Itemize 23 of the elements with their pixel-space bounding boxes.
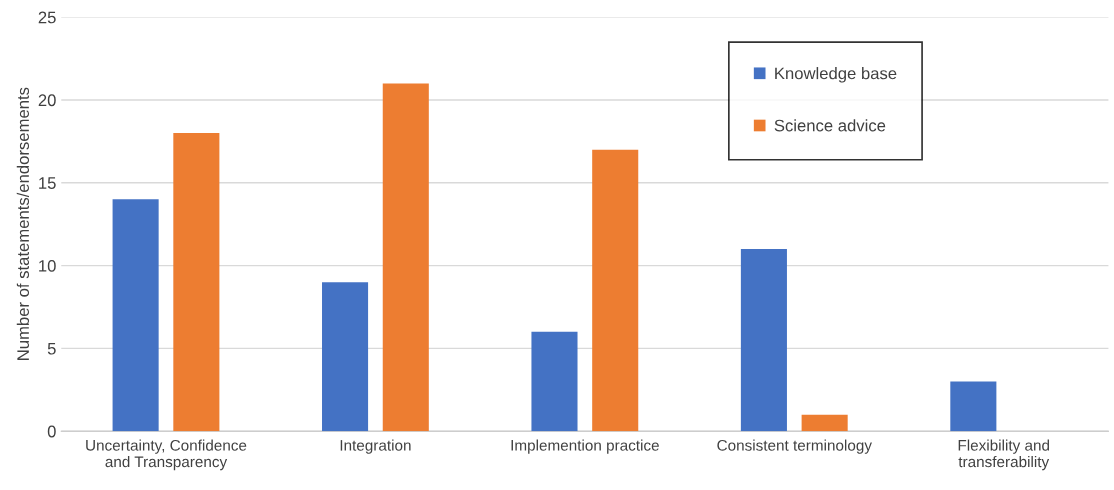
- y-axis-title: Number of statements/endorsements: [16, 87, 30, 360]
- x-tick-label: Uncertainty, Confidence and Transparency: [86, 439, 247, 471]
- y-tick-label: 10: [39, 259, 56, 272]
- x-tick-label: Implemention practice: [511, 439, 659, 454]
- bar: [112, 199, 159, 432]
- bar: [592, 149, 639, 432]
- y-tick-label: 0: [47, 425, 56, 438]
- bar: [322, 282, 369, 432]
- x-tick-label: Consistent terminology: [717, 439, 872, 454]
- bar: [531, 331, 578, 432]
- bar: [382, 83, 429, 432]
- legend-label: Science advice: [774, 119, 886, 132]
- x-tick-label: Flexibility and transferability: [958, 439, 1050, 471]
- y-tick-label: 20: [38, 94, 56, 107]
- y-tick-label: 15: [39, 177, 56, 189]
- y-tick-label: 5: [47, 342, 56, 355]
- bar: [801, 414, 848, 432]
- bar: [950, 381, 997, 432]
- bar: [173, 133, 220, 432]
- x-tick-label: Integration: [340, 439, 411, 454]
- legend-label: Knowledge base: [775, 67, 897, 83]
- y-tick-label: 25: [38, 11, 56, 24]
- bar: [740, 249, 787, 432]
